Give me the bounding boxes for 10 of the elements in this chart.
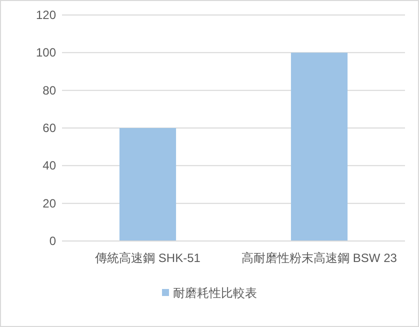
x-tick-label: 傳統高速鋼 SHK-51 [94,251,201,265]
x-tick-label: 高耐磨性粉末高速鋼 BSW 23 [242,251,398,265]
y-tick-label: 40 [42,158,56,173]
y-tick-label: 80 [42,83,56,98]
y-tick-label: 120 [36,8,56,22]
y-tick-label: 60 [42,121,56,135]
legend-label: 耐磨耗性比較表 [173,286,257,300]
y-tick-label: 20 [42,196,56,210]
y-tick-label: 0 [49,234,56,248]
y-tick-label: 100 [36,46,56,60]
